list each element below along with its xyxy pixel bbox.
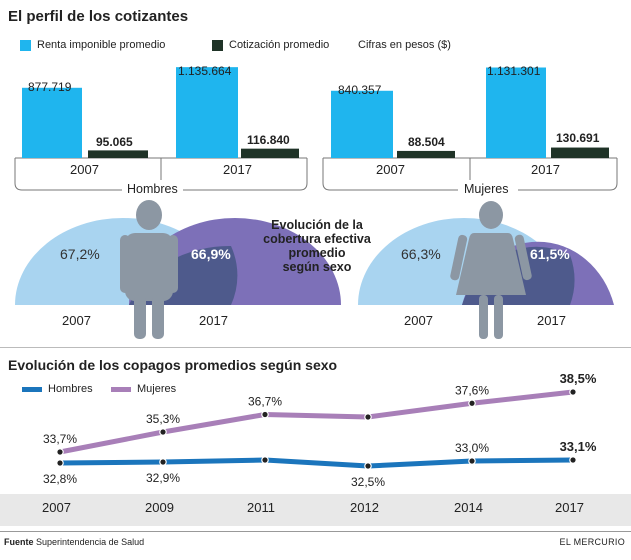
year-label-2017: 2017 — [555, 500, 584, 515]
coverage-h-2017-value: 66,9% — [191, 246, 231, 262]
year-label-2014: 2014 — [454, 500, 483, 515]
year-h-2007: 2007 — [70, 162, 99, 177]
coverage-h-2007-year: 2007 — [62, 313, 91, 328]
bar-mujeres-2017-cotizacion — [551, 147, 609, 158]
point-mujeres-2014 — [468, 399, 476, 408]
point-mujeres-2007 — [56, 448, 64, 456]
label-hombres-2012: 32,5% — [351, 475, 385, 489]
legend-mujeres: Mujeres — [111, 383, 176, 395]
coverage-m-2007-value: 66,3% — [401, 246, 441, 262]
coverage-title-line1: Evolución de la — [271, 218, 363, 232]
coverage-h-2017-year: 2017 — [199, 313, 228, 328]
coverage-title-line2: cobertura efectiva — [263, 232, 371, 246]
legend-cotizacion-swatch — [212, 39, 223, 51]
unit-label: Cifras en pesos ($) — [358, 39, 451, 51]
bracket-hombres-right — [183, 158, 308, 191]
legend-renta-swatch — [20, 39, 31, 51]
bar-mujeres-2007-renta — [331, 90, 393, 158]
bars-title: El perfil de los cotizantes — [8, 8, 189, 25]
label-mujeres-2011: 36,7% — [248, 395, 282, 409]
label-m17-renta: 1.131.301 — [487, 64, 541, 78]
label-hombres-2009: 32,9% — [146, 471, 180, 485]
year-h-2017: 2017 — [223, 162, 252, 177]
coverage-chart — [15, 200, 614, 339]
series-line-mujeres — [59, 389, 574, 455]
series-line-hombres — [59, 457, 574, 469]
bar-mujeres-2007-cotizacion — [397, 150, 455, 158]
point-mujeres-2011 — [261, 410, 269, 419]
label-mujeres-2009: 35,3% — [146, 412, 180, 426]
bracket-hombres-left — [14, 158, 122, 191]
coverage-m-2017-value: 61,5% — [530, 246, 570, 262]
point-hombres-2009 — [159, 458, 167, 466]
source-text: Superintendencia de Salud — [36, 537, 145, 547]
legend-hombres-swatch — [22, 386, 42, 392]
coverage-title-line4: según sexo — [282, 260, 352, 274]
point-hombres-2011 — [261, 456, 269, 464]
point-hombres-2017 — [569, 456, 577, 464]
point-mujeres-2017 — [569, 388, 577, 396]
year-m-2017: 2017 — [531, 162, 560, 177]
point-hombres-2007 — [56, 459, 64, 467]
bars-chart — [14, 67, 618, 191]
label-h17-cot: 116.840 — [247, 133, 290, 147]
point-mujeres-2009 — [159, 428, 167, 436]
point-hombres-2014 — [468, 457, 476, 465]
source: Fuente Superintendencia de Salud — [4, 537, 144, 547]
source-label: Fuente — [4, 537, 34, 547]
label-m07-renta: 840.357 — [338, 83, 382, 97]
bracket-mujeres-right — [518, 158, 618, 191]
years-row: 2007 2009 2011 2012 2014 2017 — [0, 500, 631, 520]
year-label-2009: 2009 — [145, 500, 174, 515]
bar-mujeres-2017-renta — [486, 67, 546, 158]
bar-hombres-2007-renta — [22, 87, 82, 158]
legend-hombres: Hombres — [22, 383, 93, 395]
group-mujeres: Mujeres — [460, 182, 513, 196]
label-hombres-2014: 33,0% — [455, 441, 489, 455]
section-divider — [0, 347, 631, 348]
year-m-2007: 2007 — [376, 162, 405, 177]
label-hombres-2017: 33,1% — [560, 439, 597, 454]
label-h17-renta: 1.135.664 — [178, 64, 232, 78]
label-mujeres-2014: 37,6% — [455, 383, 489, 397]
brand: EL MERCURIO — [559, 537, 625, 547]
point-hombres-2012 — [364, 462, 372, 470]
coverage-m-2007-year: 2007 — [404, 313, 433, 328]
label-mujeres-2017: 38,5% — [560, 371, 597, 386]
coverage-title-line3: promedio — [288, 246, 346, 260]
group-hombres: Hombres — [123, 182, 182, 196]
legend-mujeres-label: Mujeres — [137, 383, 177, 395]
man-icon — [120, 200, 178, 339]
label-h07-cot: 95.065 — [96, 135, 133, 149]
legend-hombres-label: Hombres — [48, 383, 93, 395]
footer-divider — [0, 531, 631, 532]
coverage-m-2017-year: 2017 — [537, 313, 566, 328]
legend-renta-label: Renta imponible promedio — [37, 39, 166, 51]
coverage-title: Evolución de la cobertura efectiva prome… — [252, 218, 382, 274]
label-hombres-2007: 32,8% — [43, 472, 77, 486]
label-m07-cot: 88.504 — [408, 135, 445, 149]
year-label-2012: 2012 — [350, 500, 379, 515]
point-mujeres-2012 — [364, 413, 372, 421]
year-label-2011: 2011 — [247, 500, 275, 515]
label-m17-cot: 130.691 — [556, 131, 600, 145]
year-label-2007: 2007 — [42, 500, 71, 515]
legend-renta: Renta imponible promedio — [20, 39, 165, 51]
label-h07-renta: 877.719 — [28, 80, 72, 94]
coverage-h-2007-value: 67,2% — [60, 246, 100, 262]
bar-hombres-2017-renta — [176, 67, 238, 158]
legend-cotizacion-label: Cotización promedio — [229, 39, 330, 51]
bar-hombres-2007-cotizacion — [88, 150, 148, 158]
years-band — [0, 494, 631, 526]
bracket-mujeres-left — [322, 158, 458, 191]
bar-hombres-2017-cotizacion — [241, 148, 299, 158]
woman-icon — [450, 201, 532, 339]
label-mujeres-2007: 33,7% — [43, 432, 77, 446]
legend-mujeres-swatch — [111, 386, 131, 392]
legend-cotizacion: Cotización promedio — [212, 39, 329, 51]
copagos-title: Evolución de los copagos promedios según… — [8, 357, 338, 373]
